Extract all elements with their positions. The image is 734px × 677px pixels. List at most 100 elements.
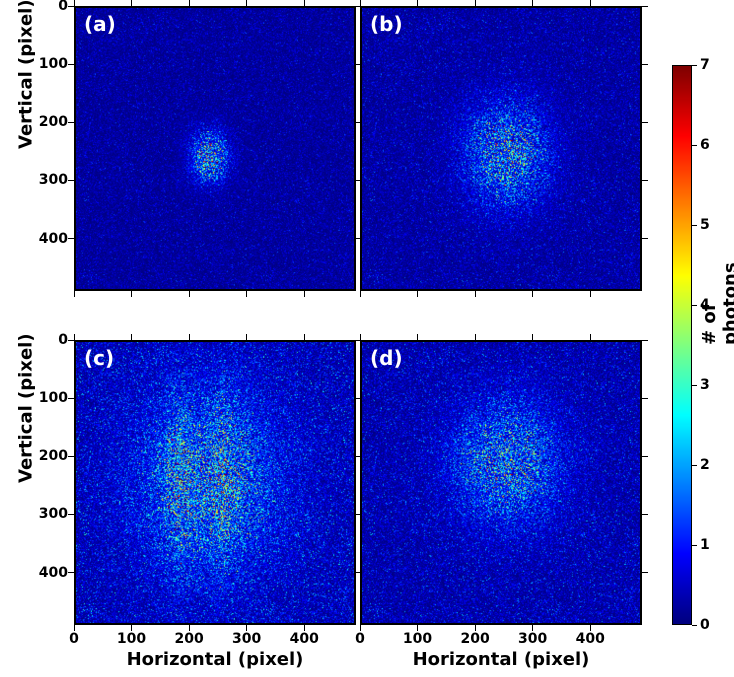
panel-b: (b) [360,6,642,291]
x-tick-label: 0 [69,631,79,647]
y-tick-mark [68,238,74,239]
y-tick-label: 300 [36,172,68,188]
colorbar-tick-mark [692,65,697,66]
y-tick-mark [354,238,360,239]
x-tick-mark [246,291,247,297]
x-tick-label: 200 [460,631,489,647]
y-tick-mark [642,64,648,65]
x-tick-mark [304,334,305,340]
x-tick-mark [590,334,591,340]
heatmap-d [360,340,642,625]
y-tick-mark [354,180,360,181]
y-tick-mark [354,514,360,515]
colorbar-tick-mark [692,545,697,546]
y-tick-mark [642,180,648,181]
y-tick-mark [642,398,648,399]
y-tick-label: 200 [36,114,68,130]
y-tick-mark [68,456,74,457]
y-tick-label: 100 [36,390,68,406]
colorbar-tick-mark [692,625,697,626]
x-tick-label: 100 [117,631,146,647]
y-tick-mark [68,6,74,7]
y-tick-mark [642,514,648,515]
y-tick-mark [68,64,74,65]
x-tick-mark [475,334,476,340]
colorbar-tick: 1 [700,537,710,553]
panel-a: (a) [74,6,356,291]
figure: (a) (b) (c) (d) # of photons 01234567010… [0,0,734,677]
x-tick-mark [532,0,533,6]
y-tick-mark [642,238,648,239]
y-tick-mark [354,122,360,123]
y-tick-mark [354,572,360,573]
colorbar [672,65,692,625]
panel-c: (c) [74,340,356,625]
colorbar-tick-mark [692,465,697,466]
colorbar-tick-mark [692,145,697,146]
x-tick-mark [417,0,418,6]
y-tick-mark [642,6,648,7]
x-tick-mark [475,291,476,297]
colorbar-tick-mark [692,385,697,386]
heatmap-c [74,340,356,625]
y-tick-label: 0 [36,0,68,14]
y-tick-mark [354,456,360,457]
colorbar-tick: 5 [700,217,710,233]
x-tick-label: 400 [290,631,319,647]
y-axis-label: Vertical (pixel) [16,0,37,149]
heatmap-a [74,6,356,291]
y-axis-label: Vertical (pixel) [16,333,37,483]
x-tick-label: 300 [232,631,261,647]
colorbar-tick: 6 [700,137,710,153]
y-tick-mark [68,514,74,515]
colorbar-tick: 3 [700,377,710,393]
colorbar-tick-mark [692,305,697,306]
y-tick-label: 400 [36,231,68,247]
x-tick-mark [246,334,247,340]
x-tick-mark [532,334,533,340]
y-tick-mark [354,6,360,7]
x-tick-mark [417,334,418,340]
colorbar-tick-mark [692,225,697,226]
x-tick-mark [189,0,190,6]
x-tick-mark [246,0,247,6]
x-tick-mark [131,334,132,340]
y-tick-mark [354,64,360,65]
x-tick-mark [360,291,361,297]
y-tick-mark [68,572,74,573]
x-tick-mark [590,291,591,297]
y-tick-mark [642,122,648,123]
y-tick-label: 0 [36,332,68,348]
panel-d: (d) [360,340,642,625]
y-tick-label: 200 [36,448,68,464]
x-tick-mark [417,291,418,297]
x-tick-mark [131,291,132,297]
y-tick-mark [68,180,74,181]
x-tick-mark [304,291,305,297]
y-tick-mark [354,340,360,341]
x-tick-label: 200 [174,631,203,647]
y-tick-mark [68,340,74,341]
y-tick-label: 100 [36,56,68,72]
x-tick-mark [189,334,190,340]
x-tick-mark [131,0,132,6]
y-tick-mark [354,398,360,399]
x-tick-mark [475,0,476,6]
heatmap-b [360,6,642,291]
x-tick-label: 300 [518,631,547,647]
x-tick-mark [304,0,305,6]
x-tick-mark [532,291,533,297]
x-tick-label: 0 [355,631,365,647]
x-tick-mark [189,291,190,297]
y-tick-mark [68,122,74,123]
y-tick-label: 300 [36,506,68,522]
y-tick-mark [642,572,648,573]
y-tick-mark [642,340,648,341]
colorbar-tick: 0 [700,617,710,633]
y-tick-label: 400 [36,565,68,581]
y-tick-mark [68,398,74,399]
x-tick-mark [590,0,591,6]
x-axis-label: Horizontal (pixel) [413,649,590,670]
x-tick-label: 400 [576,631,605,647]
colorbar-tick: 2 [700,457,710,473]
